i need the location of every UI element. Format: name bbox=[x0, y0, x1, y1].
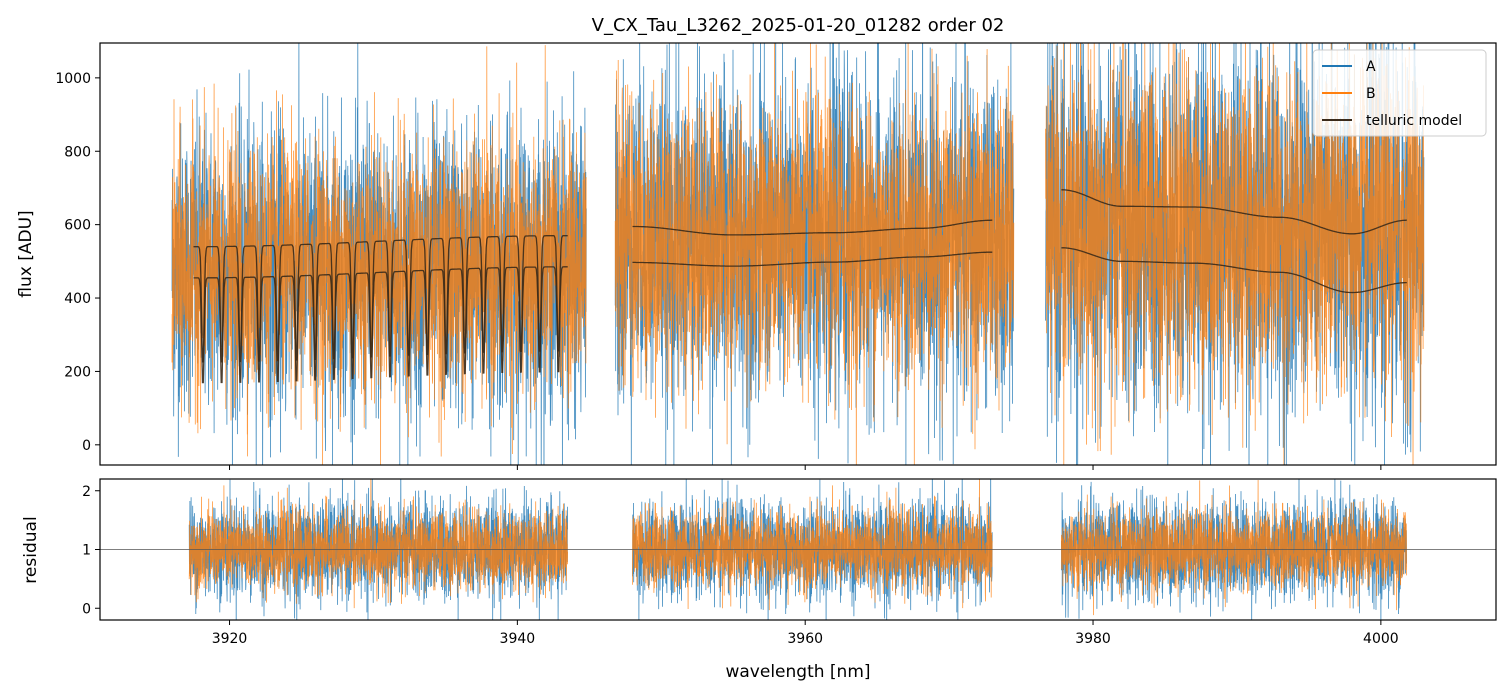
legend-label-b: B bbox=[1366, 86, 1376, 102]
legend-label-telluric-model: telluric model bbox=[1366, 113, 1462, 129]
residual-b-segment-2 bbox=[632, 479, 993, 611]
telluric-model-upper-3 bbox=[1061, 189, 1407, 235]
residual-x-axis-label: wavelength [nm] bbox=[725, 662, 870, 682]
legend-box bbox=[1312, 49, 1487, 137]
residual-x-tick-label: 3940 bbox=[500, 631, 536, 647]
residual-x-tick-label: 3980 bbox=[1075, 631, 1111, 647]
series-b-segment-1 bbox=[171, 45, 587, 465]
residual-y-axis-label: residual bbox=[21, 516, 41, 583]
telluric-model-upper-2 bbox=[632, 219, 993, 236]
residual-x-tick-label: 4000 bbox=[1363, 631, 1399, 647]
residual-b-segment-1 bbox=[188, 479, 568, 609]
flux-y-tick-label: 1000 bbox=[55, 71, 91, 87]
residual-axes-frame bbox=[99, 478, 1497, 621]
flux-y-tick-label: 400 bbox=[64, 291, 91, 307]
legend-label-a: A bbox=[1366, 59, 1376, 75]
flux-y-axis-ticks: 0 200 400 600 800 1000 bbox=[55, 71, 100, 454]
flux-y-tick-label: 600 bbox=[64, 218, 91, 234]
residual-x-tick-label: 3920 bbox=[212, 631, 248, 647]
flux-y-axis-label: flux [ADU] bbox=[16, 210, 36, 297]
residual-panel: 0 1 2 3920 3940 3960 3980 4000 residual wavele… bbox=[21, 478, 1497, 682]
residual-x-tick-label: 3960 bbox=[787, 631, 823, 647]
residual-y-tick-label: 1 bbox=[82, 543, 91, 559]
flux-axes-frame bbox=[99, 42, 1497, 466]
flux-y-tick-label: 200 bbox=[64, 364, 91, 380]
residual-y-axis-ticks: 0 1 2 bbox=[82, 484, 100, 617]
telluric-model-upper-1 bbox=[193, 235, 568, 363]
residual-a-segment-1 bbox=[188, 479, 568, 620]
chart-title: V_CX_Tau_L3262_2025-01-20_01282 order 02 bbox=[592, 15, 1005, 36]
flux-y-tick-label: 0 bbox=[82, 438, 91, 454]
residual-b-segment-3 bbox=[1061, 479, 1407, 616]
flux-plot-area bbox=[171, 43, 1425, 465]
series-b-segment-2 bbox=[614, 43, 1015, 465]
telluric-model-lower-3 bbox=[1061, 247, 1407, 294]
telluric-model-lower-2 bbox=[632, 251, 993, 267]
telluric-model-lower-1 bbox=[193, 266, 568, 384]
residual-plot-area bbox=[100, 479, 1496, 620]
flux-panel: 0 200 400 600 800 1000 flux [ADU] A B telluri… bbox=[16, 42, 1497, 470]
residual-y-tick-label: 0 bbox=[82, 601, 91, 617]
residual-x-axis-ticks: 3920 3940 3960 3980 4000 bbox=[212, 620, 1399, 647]
legend: A B telluric model bbox=[1312, 49, 1487, 137]
flux-y-tick-label: 800 bbox=[64, 144, 91, 160]
flux-x-axis-ticks bbox=[229, 465, 1382, 470]
residual-y-tick-label: 2 bbox=[82, 484, 91, 500]
series-b-segment-3 bbox=[1045, 43, 1425, 465]
